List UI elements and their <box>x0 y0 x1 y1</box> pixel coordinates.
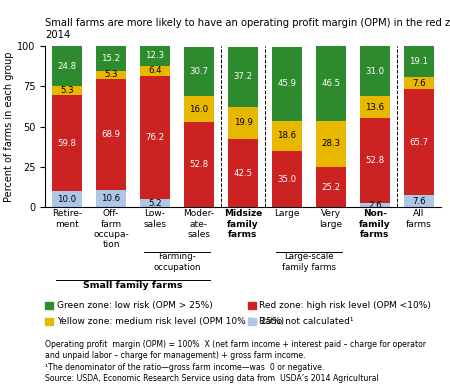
Bar <box>315 167 346 207</box>
Text: 42.5: 42.5 <box>234 169 252 177</box>
Text: 5.2: 5.2 <box>148 199 162 208</box>
Bar <box>140 76 171 199</box>
Text: 52.8: 52.8 <box>365 156 385 165</box>
Text: 52.8: 52.8 <box>189 160 208 169</box>
Bar <box>140 66 171 76</box>
Bar <box>228 139 258 207</box>
Bar <box>404 195 434 207</box>
Text: 30.7: 30.7 <box>189 67 208 76</box>
Bar <box>95 190 126 207</box>
Text: Red zone: high risk level (OPM <10%): Red zone: high risk level (OPM <10%) <box>259 301 431 310</box>
Bar <box>140 199 171 207</box>
Bar <box>272 47 302 121</box>
Text: Very
large: Very large <box>320 209 342 229</box>
Bar <box>360 203 391 207</box>
Bar <box>404 77 434 89</box>
Bar <box>95 46 126 71</box>
Text: 10.6: 10.6 <box>101 194 121 203</box>
Text: 68.9: 68.9 <box>102 130 121 139</box>
Text: 16.0: 16.0 <box>189 105 208 114</box>
Text: 5.3: 5.3 <box>60 86 74 95</box>
Bar <box>360 46 391 96</box>
Text: 59.8: 59.8 <box>58 139 76 147</box>
Bar <box>272 151 302 207</box>
Text: 35.0: 35.0 <box>278 175 297 184</box>
Text: 13.6: 13.6 <box>365 103 385 111</box>
Bar <box>315 46 346 121</box>
Text: 7.6: 7.6 <box>412 78 426 88</box>
Text: Small family farms: Small family farms <box>83 281 183 290</box>
Text: 31.0: 31.0 <box>365 66 385 76</box>
Bar <box>52 86 82 95</box>
Y-axis label: Percent of farms in each group: Percent of farms in each group <box>4 51 14 202</box>
Text: Small farms are more likely to have an operating profit margin (OPM) in the red : Small farms are more likely to have an o… <box>45 18 450 40</box>
Text: 28.3: 28.3 <box>321 139 341 148</box>
Text: 37.2: 37.2 <box>234 72 252 81</box>
Text: Farming-
occupation: Farming- occupation <box>153 252 201 272</box>
Text: 19.9: 19.9 <box>234 118 252 127</box>
Text: Yellow zone: medium risk level (OPM 10% to 25%): Yellow zone: medium risk level (OPM 10% … <box>57 317 284 326</box>
Text: Moder-
ate-
sales: Moder- ate- sales <box>184 209 215 239</box>
Text: 15.2: 15.2 <box>101 54 121 63</box>
Text: 24.8: 24.8 <box>58 62 76 71</box>
Text: 5.3: 5.3 <box>104 70 118 79</box>
Text: 6.4: 6.4 <box>148 66 162 75</box>
Text: 19.1: 19.1 <box>410 57 428 66</box>
Text: 18.6: 18.6 <box>278 131 297 141</box>
Text: 65.7: 65.7 <box>410 137 428 147</box>
Bar <box>272 121 302 151</box>
Text: Ratio not calculated¹: Ratio not calculated¹ <box>259 317 354 326</box>
Bar <box>184 122 214 207</box>
Bar <box>404 89 434 195</box>
Text: Large-scale
family farms: Large-scale family farms <box>282 252 336 272</box>
Text: Off-
farm
occupa-
tion: Off- farm occupa- tion <box>93 209 129 250</box>
Text: Large: Large <box>274 209 300 218</box>
Text: 2.6: 2.6 <box>368 201 382 210</box>
Text: Midsize
family
farms: Midsize family farms <box>224 209 262 239</box>
Bar <box>140 46 171 66</box>
Bar <box>52 191 82 207</box>
Bar <box>52 46 82 86</box>
Text: 7.6: 7.6 <box>412 197 426 206</box>
Bar <box>95 79 126 190</box>
Bar <box>315 121 346 167</box>
Bar <box>228 47 258 107</box>
Text: Operating profit  margin (OPM) = 100%  X (net farm income + interest paid – char: Operating profit margin (OPM) = 100% X (… <box>45 340 426 384</box>
Text: Green zone: low risk (OPM > 25%): Green zone: low risk (OPM > 25%) <box>57 301 212 310</box>
Bar <box>95 71 126 79</box>
Bar <box>184 47 214 96</box>
Text: Low-
sales: Low- sales <box>144 209 166 229</box>
Text: 12.3: 12.3 <box>145 51 165 60</box>
Bar <box>228 107 258 139</box>
Bar <box>184 96 214 122</box>
Bar <box>360 96 391 118</box>
Text: Non-
family
farms: Non- family farms <box>359 209 391 239</box>
Text: 25.2: 25.2 <box>321 182 341 192</box>
Text: 10.0: 10.0 <box>58 195 76 204</box>
Bar <box>404 46 434 77</box>
Text: 46.5: 46.5 <box>321 79 341 88</box>
Text: 45.9: 45.9 <box>278 79 297 88</box>
Text: All
farms: All farms <box>406 209 432 229</box>
Bar <box>52 95 82 191</box>
Bar <box>360 118 391 203</box>
Text: 76.2: 76.2 <box>145 133 165 142</box>
Text: Retire-
ment: Retire- ment <box>52 209 82 229</box>
